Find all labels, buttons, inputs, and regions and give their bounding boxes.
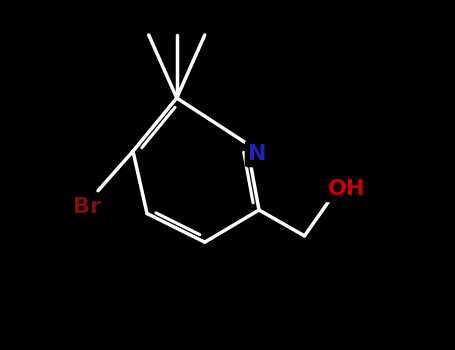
Text: N: N xyxy=(248,144,267,164)
Text: Br: Br xyxy=(73,197,101,217)
Text: OH: OH xyxy=(328,179,365,199)
